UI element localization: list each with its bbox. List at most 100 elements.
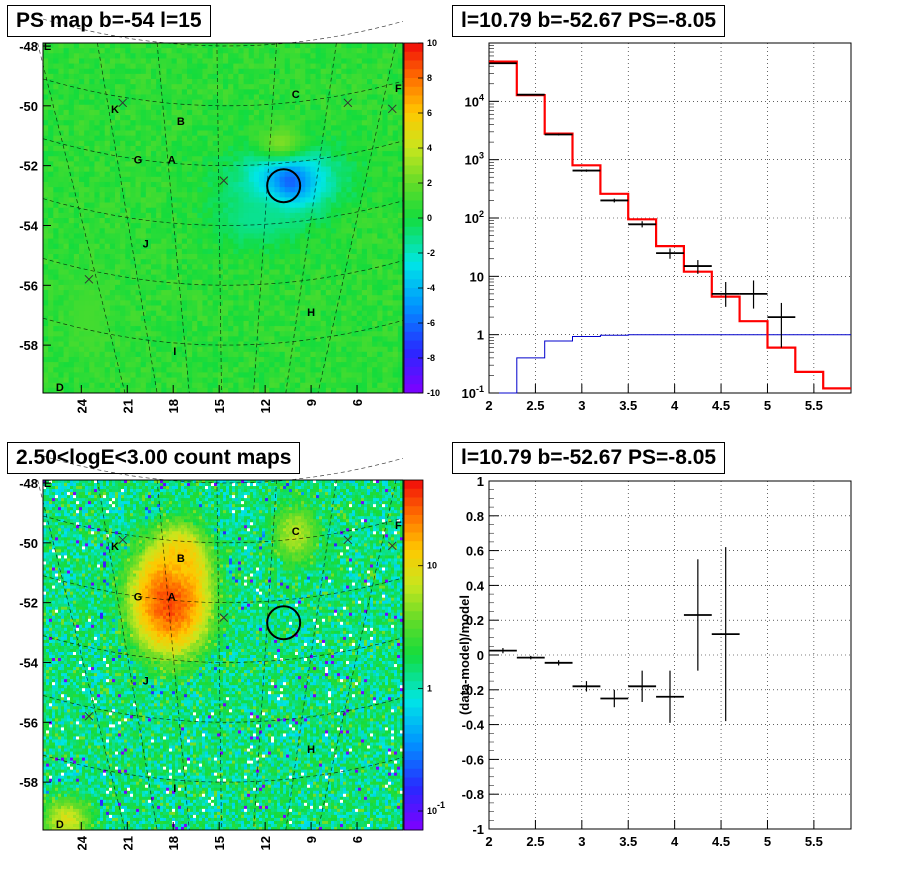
ps_map-cell xyxy=(115,295,121,301)
ps_map-cell xyxy=(367,367,373,373)
ps_map-cell xyxy=(176,238,183,245)
ps_map-cell xyxy=(264,284,270,291)
ps_map-cell xyxy=(115,145,121,152)
ps_map-cell xyxy=(228,99,234,106)
ps_map-cell xyxy=(115,73,121,80)
ps_map-cell xyxy=(356,73,363,80)
ps_map-cell xyxy=(372,351,378,358)
ps_map-cell xyxy=(53,300,59,306)
ps_map-cell xyxy=(269,367,275,373)
ps_map-cell xyxy=(310,53,316,59)
ps_map-cell xyxy=(135,259,142,265)
ps_map-cell xyxy=(233,238,239,245)
ps_map-cell xyxy=(305,104,311,111)
ps_map-cell xyxy=(228,197,234,203)
ps_map-cell xyxy=(120,135,126,142)
ps_map-cell xyxy=(253,223,260,229)
ps_map-cell xyxy=(145,387,152,394)
ps_map-cell xyxy=(63,243,70,250)
ps_map-cell xyxy=(53,377,59,384)
ps_map-cell xyxy=(176,356,183,363)
ps_map-cell xyxy=(259,320,265,327)
ps_map-cell xyxy=(73,58,80,64)
ps_map-cell xyxy=(336,372,342,378)
ps_map-cell xyxy=(166,300,172,306)
ps_map-cell xyxy=(279,387,286,394)
ps_map-cell xyxy=(392,315,399,322)
ps_map-cell xyxy=(372,197,378,203)
ps_map-cell xyxy=(48,212,54,219)
ps_map-cell xyxy=(392,68,399,75)
ps_map-cell xyxy=(248,326,255,332)
ps_map-cell xyxy=(331,310,337,317)
ps_map-cell xyxy=(130,58,136,64)
ps_map-x-tick-label: 12 xyxy=(258,399,273,413)
ps_map-cell xyxy=(305,43,311,49)
ps_map-cell xyxy=(197,284,203,291)
ps_map-cell xyxy=(223,326,229,332)
ps_map-cell xyxy=(320,212,327,219)
ps_map-cell xyxy=(315,94,322,101)
ps_map-cell xyxy=(73,351,80,358)
ps_map-cell xyxy=(382,336,388,342)
ps_map-cell xyxy=(382,43,388,49)
ps_map-cell xyxy=(351,202,358,209)
ps_map-cell xyxy=(331,197,337,203)
ps_map-cell xyxy=(243,135,250,142)
ps_map-cell xyxy=(223,145,229,152)
ps_map-cell xyxy=(336,156,342,162)
ps_map-cell xyxy=(151,387,157,394)
ps_map-cell xyxy=(176,68,183,75)
ps_map-cell xyxy=(68,377,75,384)
ps_map-cell xyxy=(315,377,322,384)
ps_map-cell xyxy=(125,151,131,157)
ps_map-cell xyxy=(341,207,347,214)
ps_map-cell xyxy=(120,377,126,384)
ps_map-cell xyxy=(367,94,373,101)
ps_map-cell xyxy=(325,377,332,384)
ps_map-cell xyxy=(367,202,373,209)
ps_map-cell xyxy=(125,94,131,101)
ps_map-cell xyxy=(392,223,399,229)
ps_map-cell xyxy=(217,53,224,59)
ps_map-cell xyxy=(253,320,260,327)
ps_map-cell xyxy=(377,248,383,255)
ps_map-cell xyxy=(166,305,172,312)
ps_map-cell xyxy=(161,274,167,281)
ps_map-cell xyxy=(320,109,327,116)
ps_map-cell xyxy=(279,310,286,317)
ps_map-cell xyxy=(341,43,347,49)
ps_map-cell xyxy=(187,84,193,90)
ps_map-cell xyxy=(187,346,193,353)
ps_map-cell xyxy=(351,223,358,229)
ps_map-cell xyxy=(382,233,388,239)
ps_map-cell xyxy=(325,367,332,373)
ps_map-cell xyxy=(115,351,121,358)
ps_map-cell xyxy=(125,264,131,270)
ps_map-cell xyxy=(156,68,162,75)
ps_map-cell xyxy=(367,305,373,312)
ps_map-cell xyxy=(367,295,373,301)
ps_map-cell xyxy=(197,331,203,337)
ps_map-cell xyxy=(269,233,275,239)
ps_map-cell xyxy=(223,228,229,234)
ps_map-cell xyxy=(192,305,198,312)
ps_map-cell xyxy=(310,346,316,353)
ps_map-cell xyxy=(259,94,265,101)
ps_map-cell xyxy=(63,130,70,137)
ps_map-cell xyxy=(125,120,131,126)
ps_map-cell xyxy=(135,207,142,214)
ps_map-cell xyxy=(397,356,404,363)
ps_map-cell xyxy=(135,295,142,301)
ps_map-cell xyxy=(207,104,214,111)
ps_map-cell xyxy=(274,254,280,260)
ps_map-cell xyxy=(356,48,363,54)
ps_map-cell xyxy=(284,73,291,80)
ps_map-cell xyxy=(223,151,229,157)
ps_map-cell xyxy=(253,120,260,126)
ps_map-cell xyxy=(341,387,347,394)
ps_map-cell xyxy=(135,254,142,260)
ps_map-cell xyxy=(120,104,126,111)
ps_map-cell xyxy=(331,73,337,80)
ps_map-cell xyxy=(367,125,373,131)
